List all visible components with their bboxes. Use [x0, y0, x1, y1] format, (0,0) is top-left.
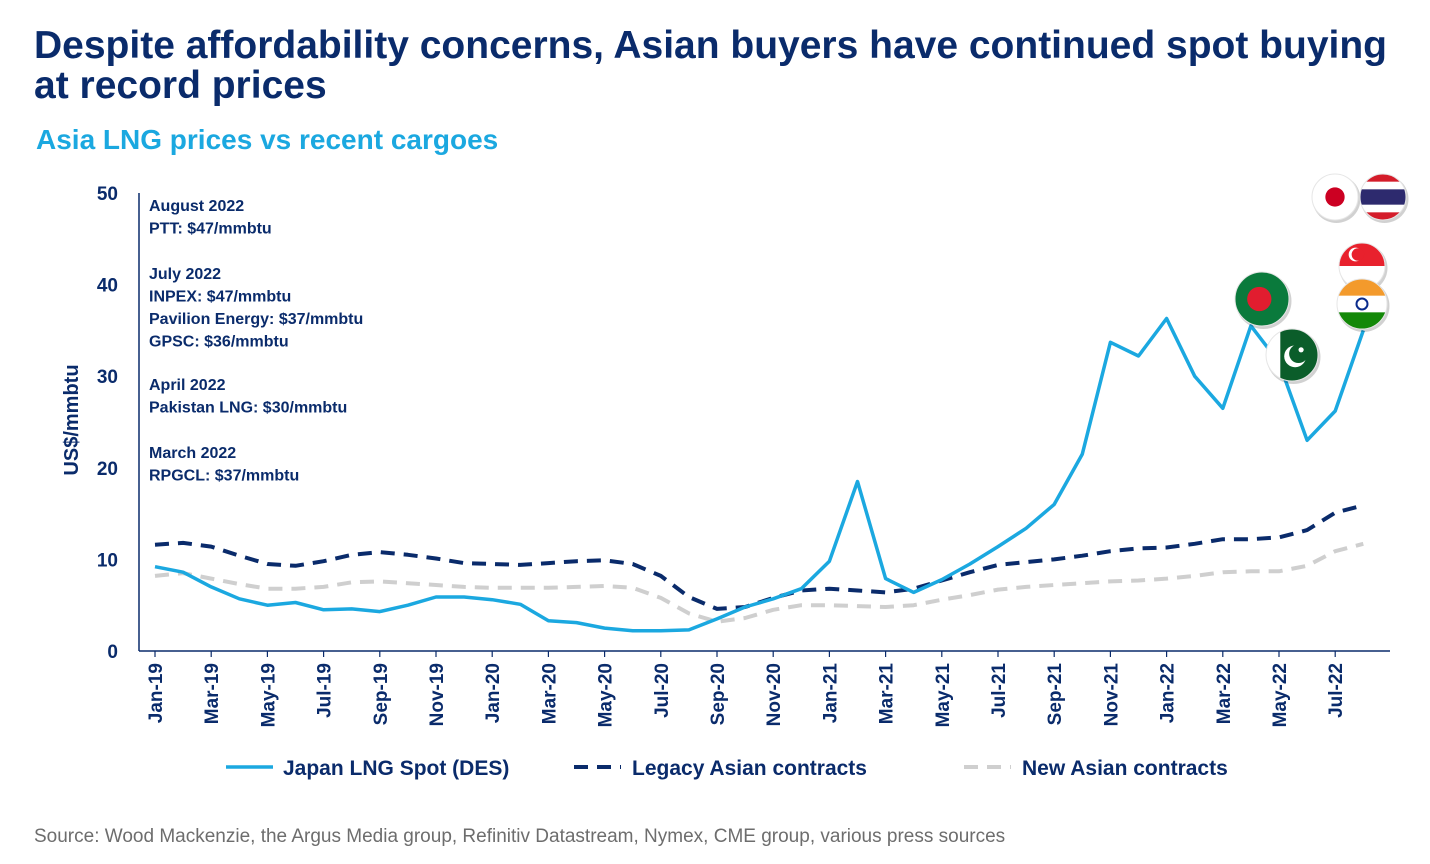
- x-tick-label: Jan-19: [146, 663, 167, 723]
- annotation-date: March 2022: [149, 445, 236, 462]
- annotation-date: August 2022: [149, 198, 244, 215]
- x-tick-label: Jul-22: [1326, 663, 1347, 718]
- x-tick-label: Sep-21: [1045, 663, 1066, 726]
- flag-rim: [1234, 271, 1290, 327]
- x-tick-label: Mar-21: [877, 663, 898, 725]
- flag-stripe: [1360, 174, 1406, 183]
- flag-chakra: [1355, 297, 1369, 311]
- chart-subtitle: Asia LNG prices vs recent cargoes: [36, 124, 499, 155]
- annotation-date: July 2022: [149, 266, 221, 283]
- flag-rim: [1359, 173, 1407, 221]
- india-flag-icon: [1337, 279, 1387, 329]
- annotation-line: Pakistan LNG: $30/mmbtu: [149, 400, 347, 417]
- legend-label: Japan LNG Spot (DES): [283, 757, 509, 780]
- series-line-new-asian-contracts: [154, 541, 1364, 624]
- annotation-line: RPGCL: $37/mmbtu: [149, 468, 299, 485]
- y-tick-label: 0: [107, 642, 118, 663]
- series-line-japan-lng-spot-des-: [154, 316, 1365, 633]
- flag-stripe: [1337, 295, 1387, 313]
- x-tick-label: Nov-21: [1101, 663, 1122, 727]
- legend-label: Legacy Asian contracts: [632, 757, 867, 780]
- flag-stripe: [1337, 312, 1387, 329]
- thailand-flag-icon: [1360, 174, 1406, 220]
- flag-star: [1298, 347, 1304, 353]
- x-tick-label: Sep-20: [708, 663, 729, 725]
- legend-label: New Asian contracts: [1022, 757, 1228, 780]
- chart-title: Despite affordability concerns, Asian bu…: [34, 24, 1387, 107]
- x-tick-label: Jan-20: [483, 663, 504, 723]
- chart-axes: 0 10 20 30 40 50 Jan-19 Mar-19 May-19 Jul-19 Sep-1…: [61, 184, 1390, 727]
- japan-flag-icon: [1312, 174, 1358, 220]
- flag-stripe: [1360, 212, 1406, 220]
- y-tick-label: 50: [97, 184, 118, 205]
- flag-stripe: [1360, 181, 1406, 190]
- x-tick-label: Nov-20: [764, 663, 785, 726]
- flag-disc: [1247, 286, 1272, 312]
- legend: Japan LNG Spot (DES) Legacy Asian contrac…: [226, 757, 1228, 780]
- flag-stripe: [1360, 204, 1406, 213]
- annotation-line: GPSC: $36/mmbtu: [149, 334, 289, 351]
- x-tick-label: May-21: [933, 663, 954, 728]
- annotation-line: Pavilion Energy: $37/mmbtu: [149, 311, 363, 328]
- flag-disc: [1325, 187, 1345, 207]
- x-tick-label: Mar-19: [202, 663, 223, 724]
- y-axis-label: US$/mmbtu: [61, 364, 83, 475]
- flags-group: [1234, 173, 1409, 384]
- y-tick-label: 30: [97, 367, 118, 388]
- x-tick-label: Jan-22: [1158, 663, 1179, 723]
- source-note: Source: Wood Mackenzie, the Argus Media …: [34, 826, 1006, 847]
- annotation-line: PTT: $47/mmbtu: [149, 221, 272, 238]
- y-tick-label: 40: [97, 276, 118, 297]
- singapore-flag-icon: [1339, 243, 1385, 289]
- flag-crescent-cut: [1351, 248, 1365, 261]
- x-tick-label: Jul-19: [315, 663, 336, 718]
- flag-rim: [1265, 328, 1319, 382]
- x-tick-label: Jan-21: [820, 663, 841, 724]
- series-group: [154, 316, 1365, 633]
- flag-rim: [1311, 173, 1359, 221]
- x-tick-label: May-19: [258, 663, 279, 727]
- x-tick-label: May-20: [596, 663, 617, 727]
- x-tick-label: Nov-19: [427, 663, 448, 726]
- annotation-line: INPEX: $47/mmbtu: [149, 289, 291, 306]
- flag-rim: [1336, 278, 1388, 330]
- x-tick-label: Mar-20: [539, 663, 560, 724]
- flag-stripe: [1360, 197, 1406, 206]
- series-line-legacy-asian-contracts: [154, 503, 1364, 611]
- y-tick-label: 20: [97, 459, 118, 480]
- flag-crescent-cut: [1289, 344, 1308, 364]
- y-tick-label: 10: [97, 550, 118, 571]
- flag-stripe: [1360, 189, 1406, 198]
- annotation-date: April 2022: [149, 377, 226, 394]
- x-tick-label: Jul-21: [989, 663, 1010, 718]
- bangladesh-flag-icon: [1235, 272, 1289, 326]
- flag-stripe: [1337, 279, 1387, 297]
- x-tick-label: May-22: [1270, 663, 1291, 727]
- annotation-block: August 2022 PTT: $47/mmbtu July 2022 INPEX:…: [149, 198, 363, 485]
- x-tick-label: Sep-19: [371, 663, 392, 725]
- x-tick-label: Jul-20: [652, 663, 673, 718]
- x-tick-label: Mar-22: [1214, 663, 1235, 724]
